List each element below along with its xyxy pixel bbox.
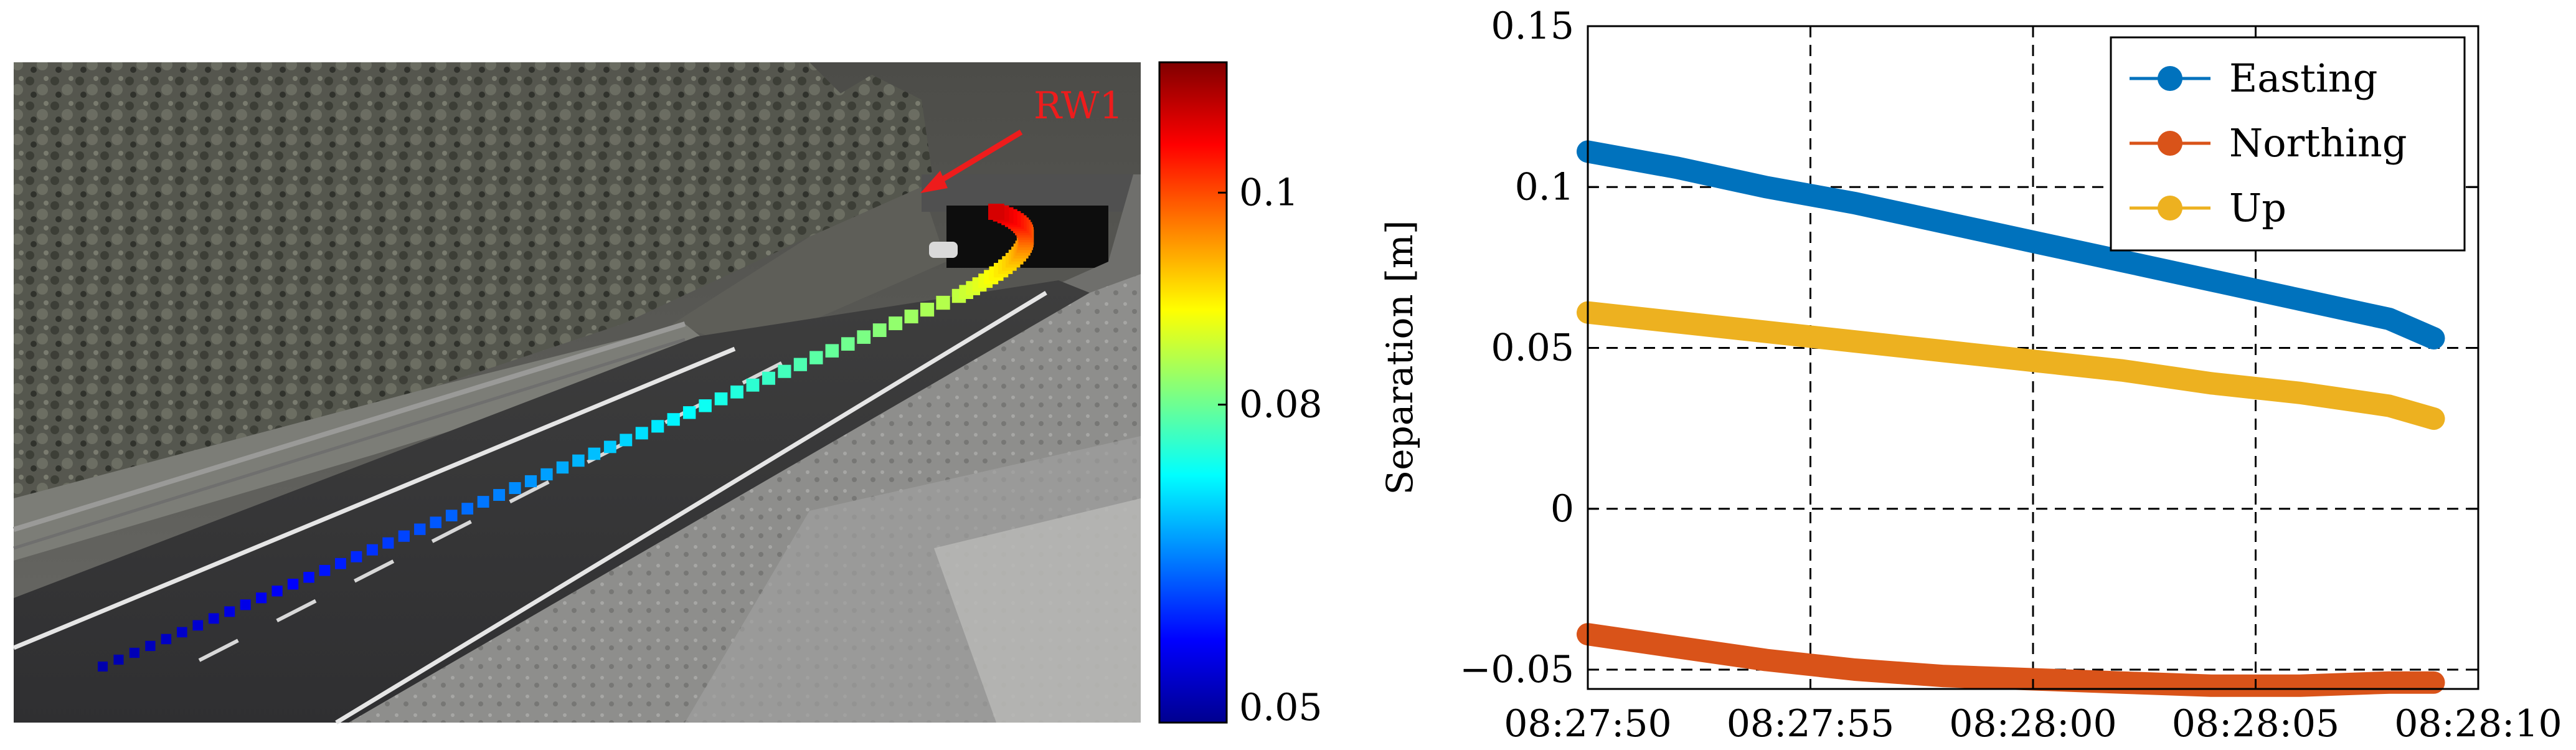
trajectory-point: [335, 558, 346, 569]
trajectory-point: [762, 371, 775, 385]
legend-label: Up: [2229, 185, 2286, 230]
colorbar-gradient: [1158, 61, 1228, 724]
axis-ticks: 08:27:50 08:27:55 08:28:00 08:28:05 08:28:10…: [1460, 4, 2562, 746]
y-tick-label: 0.15: [1491, 4, 1574, 48]
legend-label: Northing: [2229, 120, 2407, 166]
y-tick-label: 0.05: [1491, 326, 1574, 370]
trajectory-point: [920, 302, 935, 317]
trajectory-point: [177, 627, 187, 638]
trajectory-point: [540, 468, 553, 481]
trajectory-point: [351, 551, 362, 562]
legend-marker: [2158, 196, 2182, 221]
trajectory-point: [208, 613, 219, 624]
legend-marker: [2158, 66, 2182, 91]
trajectory-point: [477, 496, 489, 508]
trajectory-point: [224, 606, 235, 617]
trajectory-point: [714, 392, 728, 406]
trajectory-point: [319, 564, 331, 576]
colorbar-tick-label: 0.08: [1239, 383, 1323, 427]
colorbar-tick-label: 0.05: [1239, 686, 1323, 729]
legend: Easting Northing Up: [2110, 36, 2466, 252]
trajectory-point: [161, 634, 172, 645]
trajectory-point: [936, 295, 950, 310]
legend-marker: [2158, 131, 2182, 156]
separation-chart: 08:27:50 08:27:55 08:28:00 08:28:05 08:28:10…: [1379, 4, 2562, 746]
trajectory-point: [509, 482, 521, 495]
series-line-northing: [1577, 623, 2445, 697]
trajectory-point: [129, 647, 140, 658]
rw1-annotation: RW1: [920, 84, 1123, 193]
rw1-label: RW1: [1034, 84, 1123, 128]
y-axis-label: Separation [m]: [1379, 221, 1421, 495]
trajectory-point: [889, 316, 903, 331]
trajectory-point: [271, 586, 283, 597]
trajectory-point: [382, 537, 394, 549]
x-tick-label: 08:27:50: [1504, 702, 1671, 746]
trajectory-point: [303, 571, 314, 583]
trajectory-point: [988, 204, 1004, 220]
rw1-arrowhead: [920, 171, 948, 193]
trajectory-point: [778, 364, 791, 378]
grid-lines: [1588, 26, 2478, 689]
trajectory-point: [809, 351, 823, 364]
colorbar-ticks: 0.1 0.08 0.05: [1218, 171, 1323, 729]
trajectory-point: [793, 358, 807, 371]
colorbar: 0.1 0.08 0.05: [1158, 61, 1323, 729]
trajectory-point: [857, 330, 871, 344]
x-tick-label: 08:28:00: [1949, 702, 2116, 746]
trajectory-point: [398, 530, 410, 542]
x-tick-label: 08:27:55: [1727, 702, 1894, 746]
trajectory-point: [240, 599, 251, 610]
trajectory-point: [825, 344, 839, 358]
trajectory-point: [493, 489, 506, 501]
trajectory-point: [620, 434, 633, 447]
trajectory-point: [556, 461, 569, 474]
trajectory-point: [699, 399, 712, 412]
trajectory-point: [572, 454, 585, 467]
trajectory-point: [904, 310, 918, 324]
trajectory-point: [256, 592, 267, 604]
y-tick-label: 0.1: [1515, 165, 1574, 209]
trajectory-point: [113, 654, 124, 665]
trajectory-point: [524, 475, 537, 488]
trajectory-point: [651, 420, 664, 433]
trajectory-point: [192, 620, 204, 631]
trajectory-points: [98, 204, 1034, 672]
trajectory-point: [287, 579, 299, 590]
trajectory-point: [841, 337, 855, 351]
y-tick-label: −0.05: [1460, 648, 1574, 691]
trajectory-point: [872, 323, 887, 338]
y-tick-label: 0: [1550, 487, 1574, 531]
trajectory-point: [145, 640, 156, 652]
colorbar-tick-label: 0.1: [1239, 171, 1298, 214]
trajectory-point: [430, 516, 441, 528]
trajectory-point: [635, 427, 648, 440]
trajectory-point: [461, 503, 474, 515]
legend-label: Easting: [2229, 55, 2377, 101]
trajectory-point: [414, 523, 426, 535]
trajectory-point: [730, 385, 743, 399]
trajectory-point: [746, 378, 760, 392]
trajectory-point: [588, 447, 601, 460]
trajectory-point: [667, 413, 680, 426]
trajectory-point: [445, 510, 458, 521]
trajectory-point: [603, 440, 616, 453]
trajectory-point: [682, 406, 696, 419]
x-tick-label: 08:28:10: [2394, 702, 2562, 746]
series-line-easting: [1577, 140, 2445, 349]
trajectory-point: [98, 662, 108, 672]
x-tick-label: 08:28:05: [2172, 702, 2339, 746]
trajectory-point: [366, 544, 378, 556]
series-line-up: [1577, 301, 2445, 430]
